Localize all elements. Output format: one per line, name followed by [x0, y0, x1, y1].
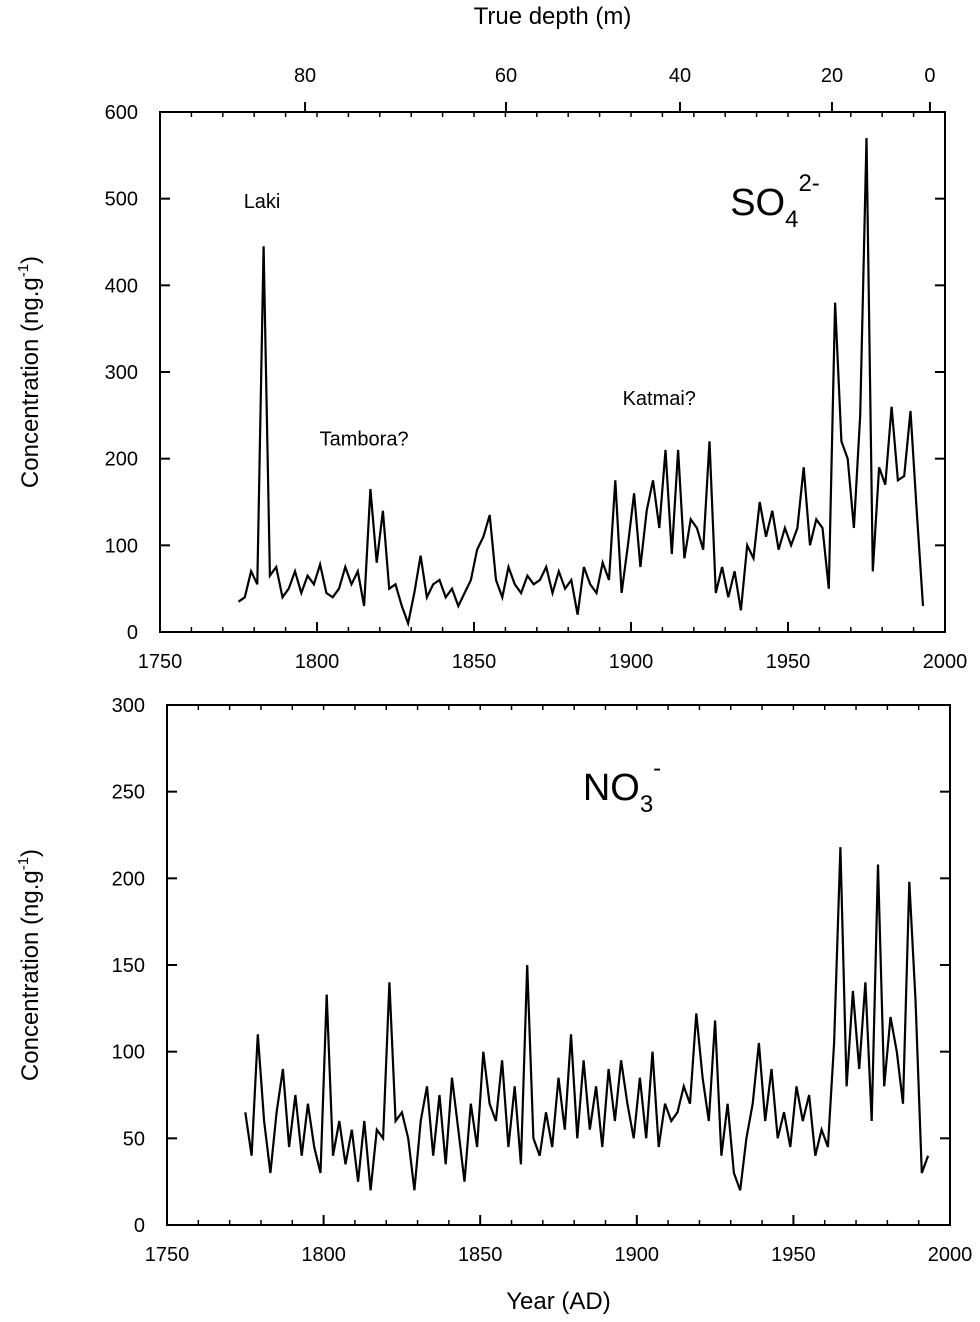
plot-frame — [159, 111, 946, 633]
x2-tick-label: 20 — [821, 65, 843, 87]
x-tick-label: 1750 — [145, 1244, 190, 1266]
y-tick-label: 600 — [105, 102, 138, 124]
y-tick-label: 50 — [123, 1128, 145, 1150]
x-tick-label: 2000 — [923, 651, 968, 673]
series-label-sup: - — [653, 755, 661, 782]
y-axis-label-end: ) — [17, 849, 44, 857]
y-tick-label: 300 — [105, 362, 138, 384]
x2-axis-label: True depth (m) — [474, 3, 632, 30]
y-tick-label: 500 — [105, 189, 138, 211]
series-label-sub: 4 — [785, 206, 798, 233]
y-tick-label: 400 — [105, 275, 138, 297]
x-tick-label: 1950 — [766, 651, 811, 673]
y-axis-label-text: Concentration (ng.g — [17, 277, 44, 488]
x-tick-label: 1900 — [615, 1244, 660, 1266]
y-tick-label: 0 — [127, 622, 138, 644]
y-axis-label-sup: -1 — [15, 857, 32, 870]
x-axis-label: Year (AD) — [506, 1288, 610, 1315]
x-tick-label: 1800 — [295, 651, 340, 673]
x-tick-label: 1850 — [458, 1244, 503, 1266]
series-label: SO42- — [730, 170, 820, 233]
plot-frame — [166, 704, 951, 1226]
y-axis-label: Concentration (ng.g-1) — [15, 256, 44, 488]
data-line — [244, 847, 930, 1191]
x-tick-label: 1950 — [771, 1244, 816, 1266]
x-tick-label: 1750 — [138, 651, 183, 673]
y-axis-label: Concentration (ng.g-1) — [15, 849, 44, 1081]
x2-tick-label: 60 — [495, 65, 517, 87]
annotation: Laki — [244, 191, 281, 213]
series-label-sup: 2- — [798, 170, 819, 197]
y-tick-label: 100 — [112, 1042, 145, 1064]
x2-tick-label: 0 — [924, 65, 935, 87]
data-line — [237, 137, 925, 628]
y-tick-label: 200 — [112, 868, 145, 890]
y-tick-label: 200 — [105, 449, 138, 471]
x2-tick-label: 80 — [294, 65, 316, 87]
y-tick-label: 100 — [105, 535, 138, 557]
annotation: Katmai? — [623, 388, 696, 410]
x-tick-label: 1850 — [452, 651, 497, 673]
x2-tick-label: 40 — [669, 65, 691, 87]
series-label-text: SO — [730, 182, 785, 224]
series-label-text: NO — [583, 767, 640, 809]
series-label-sub: 3 — [640, 791, 653, 818]
y-axis-label-text: Concentration (ng.g — [17, 870, 44, 1081]
y-axis-label-end: ) — [17, 256, 44, 264]
y-axis-label-sup: -1 — [15, 264, 32, 277]
x-tick-label: 2000 — [928, 1244, 973, 1266]
x-tick-label: 1800 — [301, 1244, 346, 1266]
series-label: NO3- — [583, 755, 661, 818]
y-tick-label: 0 — [134, 1215, 145, 1237]
y-tick-label: 300 — [112, 695, 145, 717]
y-tick-label: 250 — [112, 782, 145, 804]
x-tick-label: 1900 — [609, 651, 654, 673]
annotation: Tambora? — [320, 429, 409, 451]
y-tick-label: 150 — [112, 955, 145, 977]
